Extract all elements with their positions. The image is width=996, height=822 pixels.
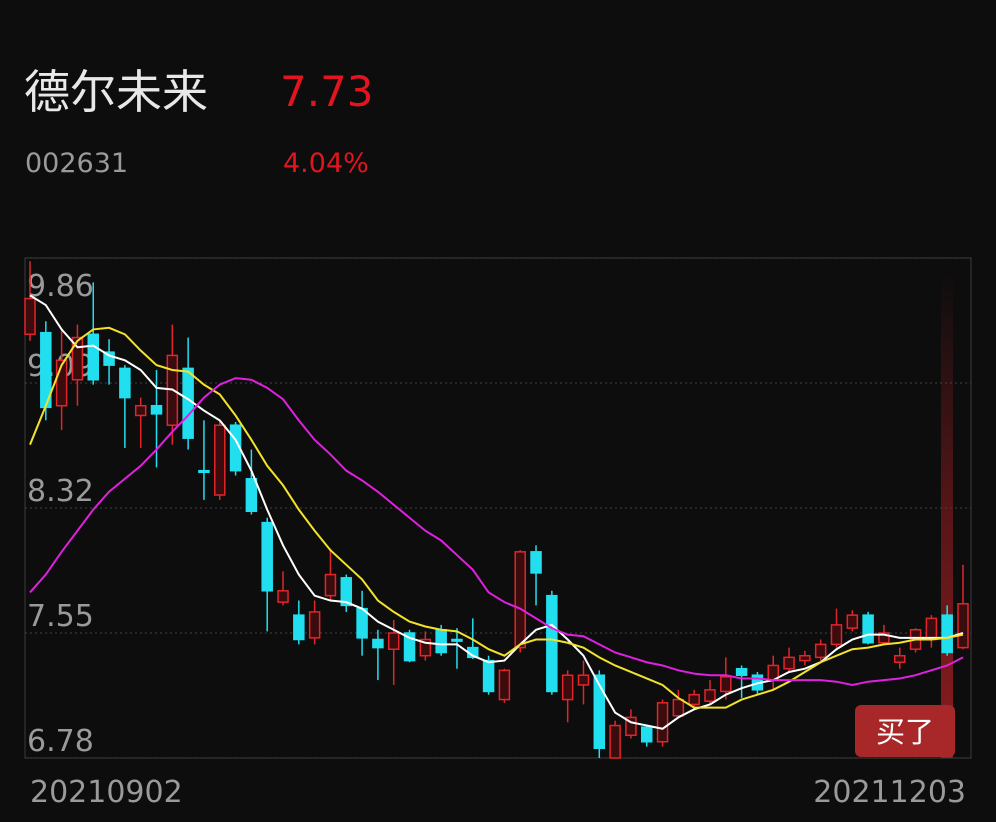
candle-body (182, 367, 194, 439)
candle-body (119, 367, 131, 399)
candle-body (593, 674, 606, 750)
candle-body (150, 404, 163, 415)
candle-body (372, 638, 384, 649)
candle-body (783, 656, 795, 670)
candle-body (530, 551, 542, 574)
candle-body (656, 702, 669, 743)
candle-body (451, 638, 463, 642)
buy-button[interactable]: 买了 (855, 705, 955, 757)
candle-body (293, 614, 305, 641)
candle-body (245, 478, 258, 512)
candle-body (198, 469, 210, 474)
candle-body (340, 577, 353, 607)
candle-body (419, 638, 432, 657)
moving-average (29, 377, 964, 686)
candle-body (403, 632, 416, 662)
moving-average (29, 326, 964, 709)
candle-body (261, 521, 273, 592)
candle-body (387, 632, 400, 650)
candle-body (214, 424, 226, 496)
candle-body (672, 698, 685, 717)
y-tick-label: 6.78 (27, 724, 94, 759)
candle-body (134, 404, 147, 417)
stock-name: 德尔未来 (24, 65, 208, 119)
candle-body (103, 351, 115, 366)
candle-body (87, 333, 100, 381)
candle-body (720, 676, 732, 693)
candle-body (704, 689, 716, 702)
candle-body (814, 643, 827, 659)
candle-body (688, 693, 700, 706)
moving-average (29, 294, 964, 730)
candle-body (862, 614, 874, 644)
stock-price: 7.73 (280, 67, 374, 116)
candle-body (941, 614, 953, 654)
button-bg[interactable] (855, 705, 955, 757)
x-tick-label: 20210902 (30, 775, 183, 810)
button-label[interactable]: 买了 (876, 715, 934, 749)
candle-body (308, 611, 321, 639)
stock-change: 4.04% (283, 148, 369, 179)
y-tick-label: 8.32 (27, 474, 94, 509)
candle-body (609, 724, 621, 759)
stock-code: 002631 (25, 148, 128, 179)
candle-body (435, 629, 447, 654)
candle-body (71, 336, 84, 381)
candle-body (514, 551, 526, 649)
highlight-bar (941, 270, 953, 758)
x-tick-label: 20211203 (813, 775, 966, 810)
candle-body (640, 726, 653, 743)
candle-body (625, 716, 637, 737)
candle-body (324, 573, 337, 597)
candle-body (878, 632, 890, 644)
candle-body (482, 659, 495, 693)
candle-body (546, 594, 558, 693)
candle-body (55, 359, 68, 407)
candle-body (830, 624, 843, 646)
candle-body (735, 667, 748, 676)
plot: 6.787.558.329.099.86 (24, 257, 971, 759)
y-tick-label: 7.55 (27, 599, 94, 634)
candle-body (24, 297, 36, 336)
y-tick-label: 9.86 (27, 269, 94, 304)
candle-body (577, 674, 590, 686)
candle-body (893, 654, 906, 663)
candle-body (957, 603, 969, 649)
candle-body (356, 607, 368, 639)
candle-body (498, 669, 511, 701)
candle-body (561, 674, 574, 701)
candle-body (799, 654, 811, 662)
candle-body (925, 617, 938, 641)
candle-body (277, 590, 289, 603)
candle-body (846, 614, 859, 629)
